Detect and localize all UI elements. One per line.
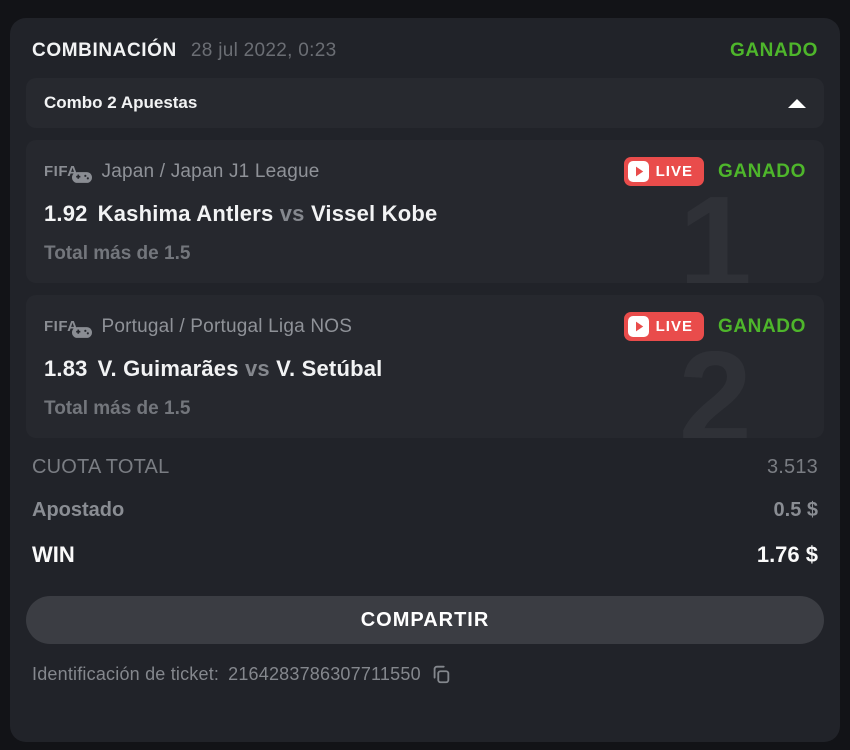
vs-label: vs bbox=[279, 201, 305, 226]
fifa-gamepad-icon: FIFA bbox=[44, 318, 92, 338]
ticket-type-title: COMBINACIÓN bbox=[32, 40, 177, 61]
bet-1-market: Total más de 1.5 bbox=[44, 243, 191, 264]
bet-2-home-team: V. Guimarães bbox=[97, 356, 239, 381]
stake-label: Apostado bbox=[32, 499, 125, 521]
play-icon bbox=[627, 161, 649, 182]
total-odds-value: 3.513 bbox=[766, 456, 818, 478]
bet-1-home-team: Kashima Antlers bbox=[97, 201, 274, 226]
bet-2-status: GANADO bbox=[717, 315, 806, 337]
totals-section: CUOTA TOTAL 3.513 Apostado 0.5 $ WIN 1.7… bbox=[26, 438, 824, 578]
bet-card-2[interactable]: 2 FIFA Portugal / Portugal Liga NOS bbox=[26, 295, 824, 438]
copy-icon bbox=[433, 665, 450, 684]
ticket-status-badge: GANADO bbox=[729, 40, 818, 61]
ticket-date: 28 jul 2022, 0:23 bbox=[190, 40, 337, 61]
live-badge: LIVE bbox=[623, 157, 704, 186]
ticket-header: COMBINACIÓN 28 jul 2022, 0:23 GANADO bbox=[26, 18, 824, 78]
chevron-up-icon[interactable] bbox=[788, 98, 806, 108]
bet-1-match-line: 1.92 Kashima Antlers vs Vissel Kobe bbox=[44, 201, 806, 227]
ticket-id-label: Identificación de ticket: bbox=[32, 663, 220, 684]
copy-ticket-id-button[interactable] bbox=[430, 663, 452, 685]
stake-row: Apostado 0.5 $ bbox=[32, 489, 818, 532]
bet-2-away-team: V. Setúbal bbox=[276, 356, 383, 381]
win-label: WIN bbox=[32, 542, 75, 567]
bet-number-watermark: 2 bbox=[679, 332, 752, 439]
bet-1-away-team: Vissel Kobe bbox=[310, 201, 438, 226]
stake-value: 0.5 $ bbox=[773, 499, 818, 521]
total-odds-row: CUOTA TOTAL 3.513 bbox=[32, 446, 818, 489]
bet-1-odds: 1.92 bbox=[44, 201, 88, 226]
total-odds-label: CUOTA TOTAL bbox=[32, 456, 170, 478]
bet-2-top-row: FIFA Portugal / Portugal Liga NOS LIVE bbox=[44, 312, 806, 341]
bet-2-match-line: 1.83 V. Guimarães vs V. Setúbal bbox=[44, 356, 806, 382]
play-icon bbox=[627, 316, 649, 337]
live-label: LIVE bbox=[655, 163, 693, 180]
bet-2-odds: 1.83 bbox=[44, 356, 88, 381]
bet-1-league: Japan / Japan J1 League bbox=[101, 160, 320, 182]
bet-2-market: Total más de 1.5 bbox=[44, 398, 191, 419]
bet-ticket-card: COMBINACIÓN 28 jul 2022, 0:23 GANADO Com… bbox=[10, 18, 840, 742]
bet-card-1[interactable]: 1 FIFA Japan / Japan J1 League bbox=[26, 140, 824, 283]
live-label: LIVE bbox=[655, 318, 693, 335]
bet-1-status: GANADO bbox=[717, 160, 806, 182]
combo-toggle[interactable]: Combo 2 Apuestas bbox=[26, 78, 824, 128]
live-badge: LIVE bbox=[623, 312, 704, 341]
bet-number-watermark: 1 bbox=[679, 177, 752, 284]
vs-label: vs bbox=[244, 356, 270, 381]
bet-2-league: Portugal / Portugal Liga NOS bbox=[101, 315, 353, 337]
share-button[interactable]: COMPARTIR bbox=[26, 596, 824, 644]
win-row: WIN 1.76 $ bbox=[32, 532, 818, 578]
ticket-id-row: Identificación de ticket: 21642837863077… bbox=[26, 663, 824, 685]
ticket-id-value: 2164283786307711550 bbox=[228, 663, 421, 684]
combo-label: Combo 2 Apuestas bbox=[44, 93, 198, 112]
win-value: 1.76 $ bbox=[756, 542, 818, 567]
fifa-gamepad-icon: FIFA bbox=[44, 163, 92, 183]
bet-1-top-row: FIFA Japan / Japan J1 League LIVE bbox=[44, 157, 806, 186]
